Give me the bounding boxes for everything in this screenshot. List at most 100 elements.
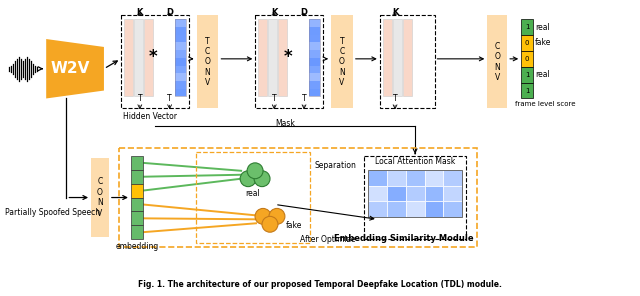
Bar (121, 15, 189, 108)
Bar (259, 19, 268, 96)
Text: K: K (136, 8, 143, 17)
Bar (175, 35, 186, 42)
Bar (268, 19, 277, 96)
Bar (444, 186, 462, 202)
Text: T
C
O
N
V: T C O N V (205, 36, 211, 87)
Bar (175, 27, 186, 35)
Bar (131, 211, 143, 225)
Text: K: K (392, 8, 398, 17)
Text: C
O
N
V: C O N V (494, 42, 500, 82)
Bar (131, 156, 143, 170)
Bar (387, 170, 406, 186)
Text: Fig. 1. The architecture of our proposed Temporal Deepfake Location (TDL) module: Fig. 1. The architecture of our proposed… (138, 280, 502, 289)
Text: *: * (149, 48, 157, 66)
Text: D: D (166, 8, 173, 17)
Bar (309, 42, 320, 50)
Text: W2V: W2V (51, 61, 90, 76)
Circle shape (240, 171, 256, 187)
Text: After Optimize: After Optimize (300, 235, 355, 244)
Text: K: K (271, 8, 277, 17)
Bar (175, 50, 186, 58)
Bar (424, 202, 444, 217)
Bar (368, 202, 387, 217)
Bar (196, 15, 218, 108)
Bar (364, 156, 467, 239)
Bar (124, 19, 133, 96)
Text: frame level score: frame level score (515, 102, 575, 107)
Bar (521, 83, 533, 99)
Circle shape (247, 163, 263, 179)
Bar (309, 66, 320, 73)
Bar (380, 15, 435, 108)
Bar (406, 202, 424, 217)
Bar (403, 19, 412, 96)
Bar (278, 19, 287, 96)
Bar (91, 158, 109, 237)
Bar (368, 170, 462, 217)
Bar (444, 202, 462, 217)
Text: 1: 1 (525, 88, 529, 94)
Circle shape (254, 171, 270, 187)
Text: 0: 0 (525, 56, 529, 62)
Bar (131, 170, 143, 184)
Bar (309, 19, 320, 96)
Text: Separation: Separation (314, 161, 356, 170)
Bar (119, 148, 477, 247)
Circle shape (262, 216, 278, 232)
Bar (255, 15, 323, 108)
Bar (383, 19, 392, 96)
Bar (175, 89, 186, 96)
Bar (175, 73, 186, 81)
Circle shape (255, 208, 271, 224)
Bar (444, 170, 462, 186)
Bar (309, 81, 320, 89)
Text: T: T (272, 94, 276, 103)
Bar (175, 81, 186, 89)
Polygon shape (46, 39, 104, 99)
Bar (175, 19, 186, 27)
Bar (387, 202, 406, 217)
Text: 1: 1 (525, 72, 529, 78)
Bar (144, 19, 153, 96)
Text: D: D (301, 8, 308, 17)
Text: T: T (138, 94, 142, 103)
Bar (134, 19, 143, 96)
Bar (424, 186, 444, 202)
Text: Partially Spoofed Speech: Partially Spoofed Speech (5, 208, 100, 217)
Bar (487, 15, 507, 108)
Bar (309, 89, 320, 96)
Bar (309, 73, 320, 81)
Bar (368, 186, 387, 202)
Bar (521, 35, 533, 51)
Bar (309, 19, 320, 27)
Text: 0: 0 (525, 40, 529, 46)
Bar (309, 27, 320, 35)
Bar (393, 19, 402, 96)
Text: embedding: embedding (115, 242, 159, 251)
Bar (309, 50, 320, 58)
Bar (309, 35, 320, 42)
Text: fake: fake (286, 221, 302, 230)
Text: *: * (284, 48, 292, 66)
Text: Mask: Mask (275, 119, 295, 128)
Bar (131, 184, 143, 197)
Bar (175, 42, 186, 50)
Bar (406, 186, 424, 202)
Bar (196, 152, 310, 243)
Bar (424, 170, 444, 186)
Text: Local Attention Mask: Local Attention Mask (375, 157, 455, 166)
Bar (131, 197, 143, 211)
Bar (521, 51, 533, 67)
Bar (175, 58, 186, 66)
Text: T: T (301, 94, 307, 103)
Text: real: real (246, 189, 260, 198)
Bar (521, 67, 533, 83)
Bar (368, 170, 387, 186)
Bar (521, 19, 533, 35)
Circle shape (269, 208, 285, 224)
Text: T: T (393, 94, 397, 103)
Bar (406, 170, 424, 186)
Bar (175, 19, 186, 96)
Text: Hidden Vector: Hidden Vector (123, 112, 177, 121)
Bar (309, 58, 320, 66)
